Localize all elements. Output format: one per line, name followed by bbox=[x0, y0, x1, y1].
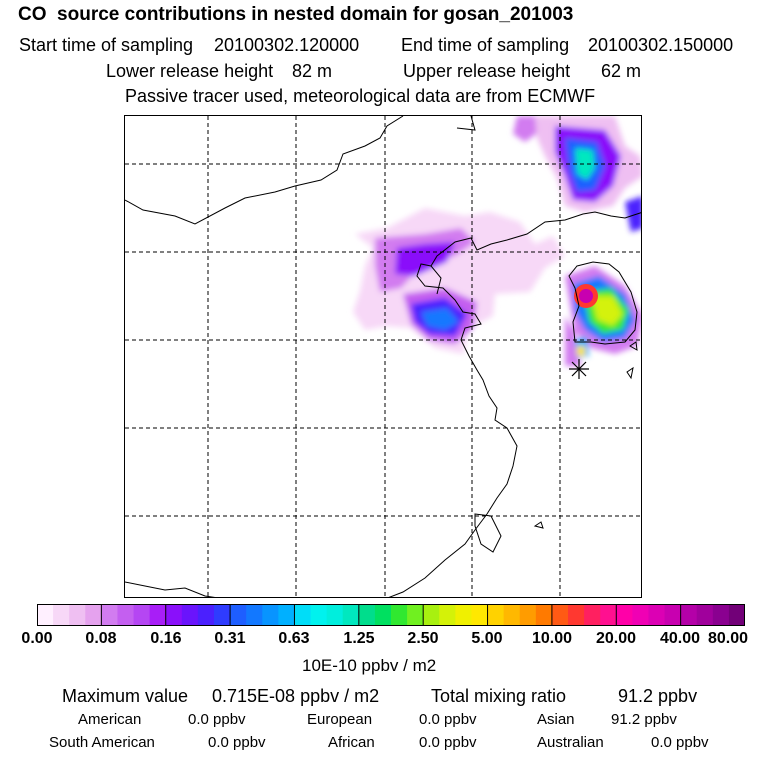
australian-label: Australian bbox=[537, 734, 604, 751]
colorbar-swatch bbox=[374, 604, 392, 626]
colorbar-swatch bbox=[278, 604, 296, 626]
colorbar-swatch bbox=[165, 604, 183, 626]
colorbar-border bbox=[37, 604, 745, 626]
colorbar-swatch bbox=[197, 604, 215, 626]
tracer-note: Passive tracer used, meteorological data… bbox=[125, 86, 596, 106]
maximum-value-label: Maximum value bbox=[62, 686, 189, 706]
colorbar-tick-label: 0.00 bbox=[21, 630, 53, 647]
maximum-value: 0.715E-08 ppbv / m2 bbox=[212, 686, 380, 706]
colorbar-swatch bbox=[342, 604, 360, 626]
colorbar-swatch bbox=[439, 604, 456, 626]
colorbar-swatch bbox=[37, 604, 54, 626]
european-value: 0.0 ppbv bbox=[419, 711, 477, 728]
colorbar-swatch bbox=[519, 604, 537, 626]
european-label: European bbox=[307, 711, 373, 728]
colorbar-swatch bbox=[230, 604, 247, 626]
colorbar-tick-label: 80.00 bbox=[707, 630, 749, 647]
asian-label: Asian bbox=[537, 711, 575, 728]
lat-lon-grid bbox=[125, 116, 641, 597]
colorbar-swatch bbox=[696, 604, 714, 626]
asian-value: 91.2 ppbv bbox=[611, 711, 677, 728]
end-time-value: 20100302.150000 bbox=[588, 35, 734, 55]
coastlines bbox=[125, 116, 641, 597]
american-label: American bbox=[78, 711, 142, 728]
colorbar-swatch bbox=[149, 604, 167, 626]
african-value: 0.0 ppbv bbox=[419, 734, 477, 751]
plot-title: CO source contributions in nested domain… bbox=[18, 4, 574, 25]
colorbar-swatch bbox=[616, 604, 633, 626]
colorbar-swatch bbox=[712, 604, 730, 626]
colorbar-swatch bbox=[310, 604, 328, 626]
concentration-plume bbox=[353, 116, 641, 366]
total-mixing-ratio-value: 91.2 ppbv bbox=[618, 686, 698, 706]
colorbar-swatch bbox=[471, 604, 489, 626]
colorbar-graphic bbox=[37, 604, 745, 626]
colorbar-swatch bbox=[294, 604, 312, 626]
colorbar-swatch bbox=[133, 604, 151, 626]
colorbar-swatch bbox=[69, 604, 86, 626]
colorbar-swatch bbox=[85, 604, 102, 626]
lower-release-height-value: 82 m bbox=[292, 61, 333, 81]
colorbar-swatch bbox=[584, 604, 601, 626]
colorbar-tick-label: 20.00 bbox=[595, 630, 637, 647]
lower-release-height-label: Lower release height bbox=[106, 61, 274, 81]
american-value: 0.0 ppbv bbox=[188, 711, 246, 728]
south-american-label: South American bbox=[49, 734, 155, 751]
start-time-value: 20100302.120000 bbox=[214, 35, 360, 55]
colorbar-swatch bbox=[101, 604, 119, 626]
colorbar-tick-label: 2.50 bbox=[407, 630, 439, 647]
start-time-label: Start time of sampling bbox=[19, 35, 194, 55]
map-graphic bbox=[125, 116, 641, 597]
south-american-value: 0.0 ppbv bbox=[208, 734, 266, 751]
upper-release-height-label: Upper release height bbox=[403, 61, 571, 81]
colorbar-swatch bbox=[214, 604, 231, 626]
colorbar-swatch bbox=[648, 604, 666, 626]
australian-value: 0.0 ppbv bbox=[651, 734, 709, 751]
colorbar-tick-label: 40.00 bbox=[659, 630, 701, 647]
total-mixing-ratio-label: Total mixing ratio bbox=[431, 686, 567, 706]
colorbar-tick-label: 5.00 bbox=[471, 630, 503, 647]
colorbar-swatch bbox=[423, 604, 440, 626]
colorbar-tick-label: 10.00 bbox=[531, 630, 573, 647]
colorbar-swatch bbox=[262, 604, 279, 626]
end-time-label: End time of sampling bbox=[401, 35, 570, 55]
colorbar-tick-label: 0.63 bbox=[278, 630, 310, 647]
colorbar-swatch bbox=[246, 604, 263, 626]
colorbar-tick-label: 0.31 bbox=[214, 630, 246, 647]
colorbar-swatch bbox=[728, 604, 745, 626]
colorbar-swatch bbox=[455, 604, 473, 626]
colorbar-swatch bbox=[535, 604, 553, 626]
colorbar-swatch bbox=[391, 604, 408, 626]
african-label: African bbox=[328, 734, 375, 751]
colorbar-swatch bbox=[181, 604, 199, 626]
colorbar-swatch bbox=[551, 604, 569, 626]
colorbar-tick-label: 0.16 bbox=[150, 630, 182, 647]
colorbar-swatch bbox=[53, 604, 70, 626]
colorbar-swatch bbox=[503, 604, 521, 626]
map-panel bbox=[124, 115, 642, 598]
colorbar-unit: 10E-10 ppbv / m2 bbox=[302, 656, 437, 675]
colorbar bbox=[37, 604, 745, 626]
colorbar-swatch bbox=[487, 604, 505, 626]
colorbar-tick-label: 0.08 bbox=[85, 630, 117, 647]
colorbar-tick-label: 1.25 bbox=[343, 630, 375, 647]
colorbar-swatch bbox=[326, 604, 344, 626]
colorbar-swatch bbox=[358, 604, 376, 626]
colorbar-swatch bbox=[407, 604, 424, 626]
colorbar-swatch bbox=[664, 604, 682, 626]
colorbar-swatch bbox=[117, 604, 135, 626]
colorbar-swatch bbox=[680, 604, 698, 626]
colorbar-swatch bbox=[632, 604, 650, 626]
colorbar-swatch bbox=[600, 604, 617, 626]
colorbar-swatch bbox=[568, 604, 585, 626]
receptor-site-marker bbox=[569, 359, 589, 379]
upper-release-height-value: 62 m bbox=[601, 61, 642, 81]
